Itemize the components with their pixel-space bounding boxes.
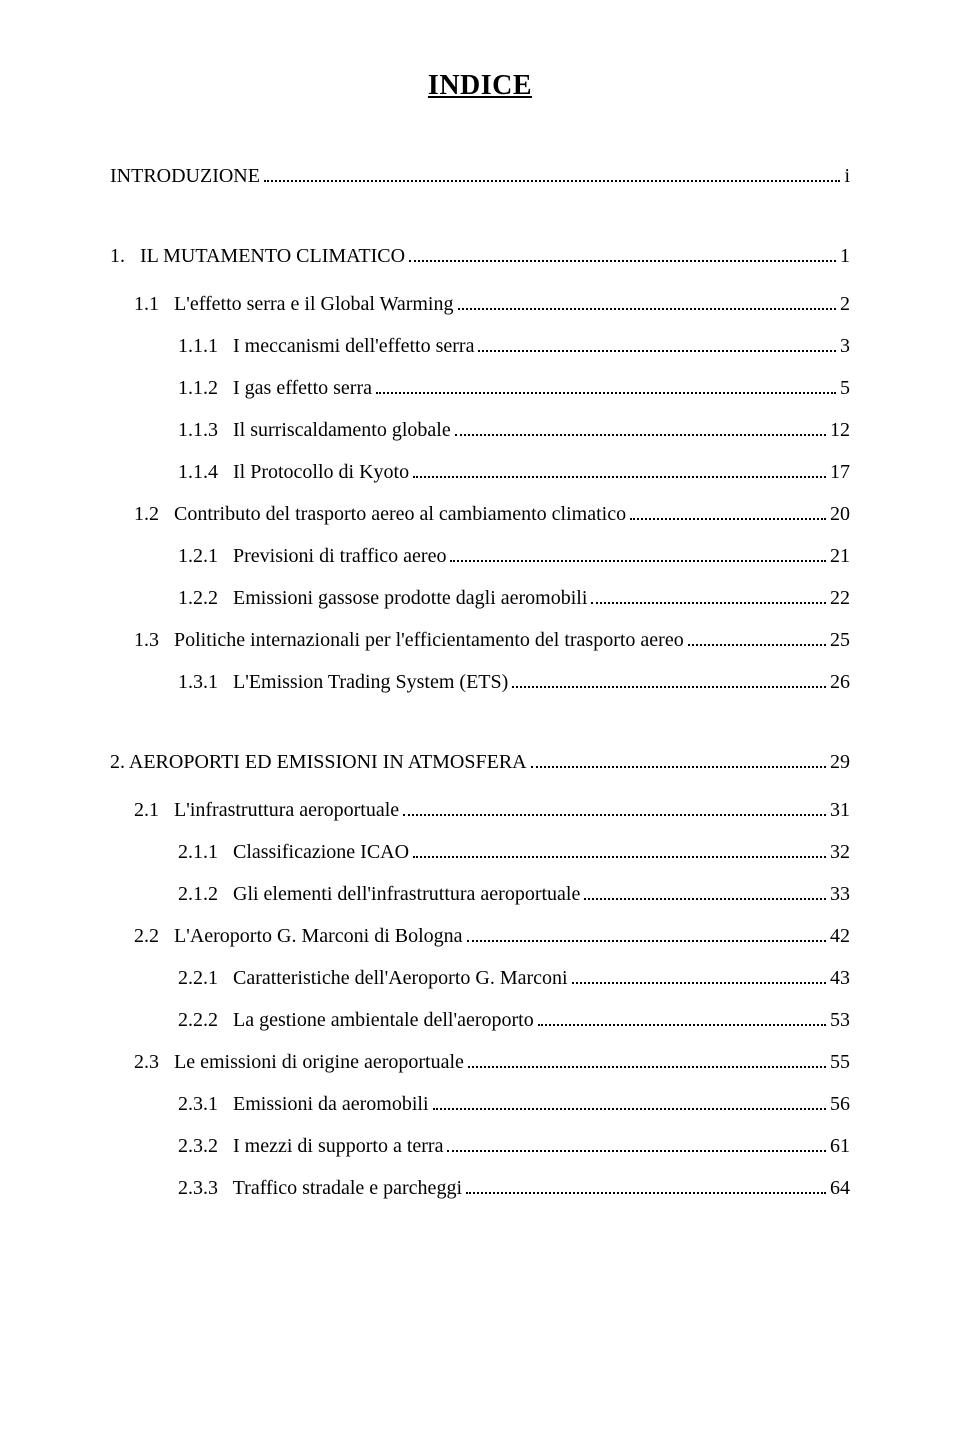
toc-entry: 2.1.1 Classificazione ICAO 32 <box>178 838 850 866</box>
toc-entry-page: 31 <box>830 796 850 824</box>
toc-entry-page: 22 <box>830 584 850 612</box>
toc-leader-dots <box>688 630 826 646</box>
toc-entry-page: i <box>844 162 850 190</box>
toc-entry-page: 29 <box>830 748 850 776</box>
toc-entry-label: 1. IL MUTAMENTO CLIMATICO <box>110 242 405 270</box>
toc-entry-label: 1.1.2 I gas effetto serra <box>178 374 372 402</box>
toc-entry-label: 2.3.2 I mezzi di supporto a terra <box>178 1132 443 1160</box>
toc-leader-dots <box>447 1136 826 1152</box>
toc-entry-page: 17 <box>830 458 850 486</box>
toc-leader-dots <box>630 504 826 520</box>
toc-entry-page: 64 <box>830 1174 850 1202</box>
toc-entry-label: 2.1 L'infrastruttura aeroportuale <box>134 796 399 824</box>
toc-entry: INTRODUZIONE i <box>110 162 850 190</box>
toc-entry: 1.1 L'effetto serra e il Global Warming 2 <box>134 290 850 318</box>
toc-leader-dots <box>572 968 826 984</box>
toc-entry-label: 1.1.4 Il Protocollo di Kyoto <box>178 458 409 486</box>
toc-entry-page: 20 <box>830 500 850 528</box>
toc-entry-label: 2.1.2 Gli elementi dell'infrastruttura a… <box>178 880 580 908</box>
toc-entry: 1.2.1 Previsioni di traffico aereo 21 <box>178 542 850 570</box>
toc-entry-label: 2.2 L'Aeroporto G. Marconi di Bologna <box>134 922 463 950</box>
toc-leader-dots <box>538 1010 826 1026</box>
toc-entry-page: 42 <box>830 922 850 950</box>
toc-entry-label: 1.3 Politiche internazionali per l'effic… <box>134 626 684 654</box>
toc-entry-page: 21 <box>830 542 850 570</box>
toc-entry-label: 2. AEROPORTI ED EMISSIONI IN ATMOSFERA <box>110 748 527 776</box>
toc-leader-dots <box>466 1178 826 1194</box>
toc-leader-dots <box>458 294 837 310</box>
toc-entry-page: 55 <box>830 1048 850 1076</box>
toc-entry-label: 1.2.1 Previsioni di traffico aereo <box>178 542 446 570</box>
toc-entry: 1.1.3 Il surriscaldamento globale 12 <box>178 416 850 444</box>
toc-entry: 1.3 Politiche internazionali per l'effic… <box>134 626 850 654</box>
toc-entry: 2.2.2 La gestione ambientale dell'aeropo… <box>178 1006 850 1034</box>
toc-entry: 2. AEROPORTI ED EMISSIONI IN ATMOSFERA 29 <box>110 748 850 776</box>
toc-entry-page: 3 <box>840 332 850 360</box>
toc-entry-label: 1.1.1 I meccanismi dell'effetto serra <box>178 332 474 360</box>
toc-entry: 1. IL MUTAMENTO CLIMATICO 1 <box>110 242 850 270</box>
toc-leader-dots <box>512 672 826 688</box>
toc-entry: 2.1 L'infrastruttura aeroportuale 31 <box>134 796 850 824</box>
toc-entry: 2.1.2 Gli elementi dell'infrastruttura a… <box>178 880 850 908</box>
toc-entry-page: 1 <box>840 242 850 270</box>
toc-entry-page: 56 <box>830 1090 850 1118</box>
toc-entry: 1.3.1 L'Emission Trading System (ETS) 26 <box>178 668 850 696</box>
toc-entry-label: 1.1.3 Il surriscaldamento globale <box>178 416 451 444</box>
toc-entry-label: 1.1 L'effetto serra e il Global Warming <box>134 290 454 318</box>
toc-leader-dots <box>478 336 836 352</box>
toc-entry-page: 5 <box>840 374 850 402</box>
toc-leader-dots <box>403 800 826 816</box>
toc-leader-dots <box>409 246 836 262</box>
toc-entry: 1.1.2 I gas effetto serra 5 <box>178 374 850 402</box>
toc-entry-page: 2 <box>840 290 850 318</box>
toc-leader-dots <box>531 752 826 768</box>
toc-leader-dots <box>584 884 826 900</box>
toc-entry: 1.2.2 Emissioni gassose prodotte dagli a… <box>178 584 850 612</box>
toc-entry: 2.2 L'Aeroporto G. Marconi di Bologna 42 <box>134 922 850 950</box>
toc-entry-label: 1.2 Contributo del trasporto aereo al ca… <box>134 500 626 528</box>
toc-entry: 1.1.4 Il Protocollo di Kyoto 17 <box>178 458 850 486</box>
toc-leader-dots <box>376 378 836 394</box>
page-title: INDICE <box>110 70 850 102</box>
toc-entry-label: 2.1.1 Classificazione ICAO <box>178 838 409 866</box>
toc-entry: 2.3 Le emissioni di origine aeroportuale… <box>134 1048 850 1076</box>
toc-entry-label: 1.2.2 Emissioni gassose prodotte dagli a… <box>178 584 587 612</box>
toc-entry-label: 2.2.1 Caratteristiche dell'Aeroporto G. … <box>178 964 568 992</box>
toc-entry: 1.1.1 I meccanismi dell'effetto serra 3 <box>178 332 850 360</box>
toc-entry: 2.2.1 Caratteristiche dell'Aeroporto G. … <box>178 964 850 992</box>
toc-entry-page: 32 <box>830 838 850 866</box>
toc-entry-label: 2.2.2 La gestione ambientale dell'aeropo… <box>178 1006 534 1034</box>
toc-leader-dots <box>450 546 826 562</box>
toc-entry-page: 25 <box>830 626 850 654</box>
toc-entry-page: 33 <box>830 880 850 908</box>
toc-leader-dots <box>467 926 826 942</box>
table-of-contents: INTRODUZIONEi1. IL MUTAMENTO CLIMATICO11… <box>110 162 850 1202</box>
toc-entry-page: 61 <box>830 1132 850 1160</box>
toc-leader-dots <box>264 166 840 182</box>
toc-entry: 2.3.1 Emissioni da aeromobili 56 <box>178 1090 850 1118</box>
toc-leader-dots <box>413 462 826 478</box>
toc-entry: 2.3.2 I mezzi di supporto a terra 61 <box>178 1132 850 1160</box>
toc-leader-dots <box>433 1094 826 1110</box>
toc-leader-dots <box>455 420 826 436</box>
toc-entry-label: INTRODUZIONE <box>110 162 260 190</box>
toc-entry: 1.2 Contributo del trasporto aereo al ca… <box>134 500 850 528</box>
toc-leader-dots <box>591 588 826 604</box>
toc-entry-label: 2.3.1 Emissioni da aeromobili <box>178 1090 429 1118</box>
toc-entry: 2.3.3 Traffico stradale e parcheggi 64 <box>178 1174 850 1202</box>
toc-entry-page: 26 <box>830 668 850 696</box>
toc-entry-page: 43 <box>830 964 850 992</box>
toc-entry-label: 1.3.1 L'Emission Trading System (ETS) <box>178 668 508 696</box>
toc-entry-page: 53 <box>830 1006 850 1034</box>
toc-entry-page: 12 <box>830 416 850 444</box>
toc-entry-label: 2.3.3 Traffico stradale e parcheggi <box>178 1174 462 1202</box>
toc-entry-label: 2.3 Le emissioni di origine aeroportuale <box>134 1048 464 1076</box>
toc-leader-dots <box>468 1052 826 1068</box>
toc-leader-dots <box>413 842 826 858</box>
